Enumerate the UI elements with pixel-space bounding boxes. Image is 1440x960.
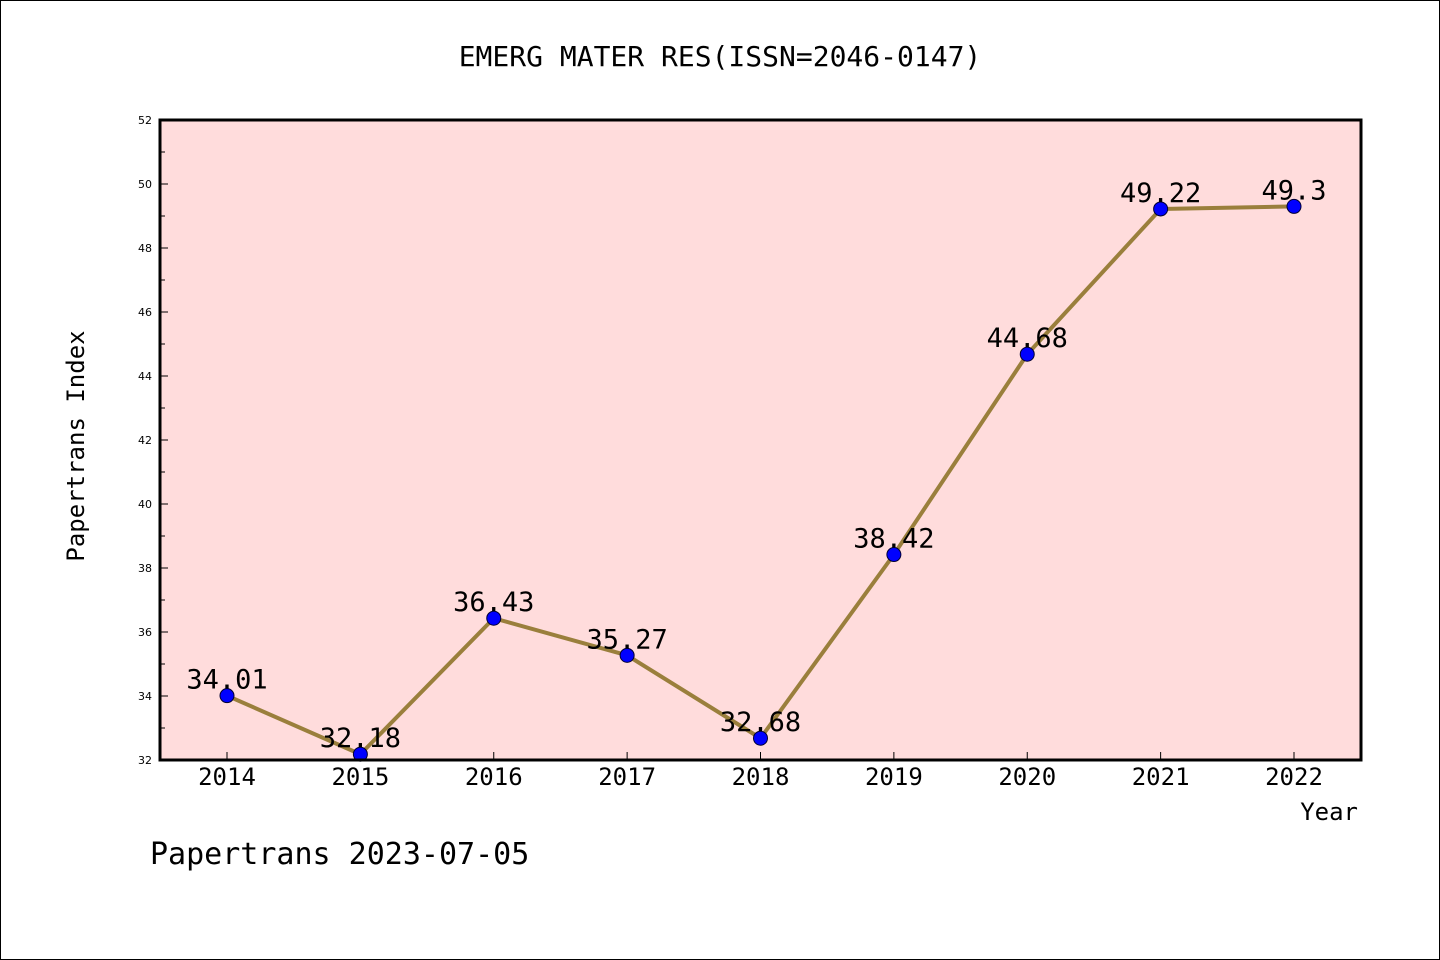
data-point [1019, 346, 1035, 362]
x-tick-label: 2019 [865, 763, 923, 791]
data-point [619, 647, 635, 663]
chart-title: EMERG MATER RES(ISSN=2046-0147) [459, 40, 982, 73]
x-tick-label: 2020 [998, 763, 1056, 791]
data-label: 32.18 [320, 723, 401, 754]
data-label: 49.3 [1261, 175, 1326, 206]
x-tick-label: 2018 [732, 763, 790, 791]
y-tick-label: 40 [138, 498, 152, 511]
y-tick-label: 52 [138, 114, 152, 127]
x-tick-label: 2014 [198, 763, 256, 791]
data-point [219, 688, 235, 704]
y-tick-label: 36 [138, 626, 152, 639]
x-tick-label: 2015 [331, 763, 389, 791]
data-point [753, 730, 768, 746]
data-point [1153, 201, 1169, 217]
data-label: 32.68 [720, 707, 801, 738]
y-tick-label: 46 [138, 306, 152, 319]
y-tick-label: 48 [138, 242, 152, 255]
plot-area [160, 120, 1361, 760]
y-tick-label: 50 [138, 178, 152, 191]
footer-note: Papertrans 2023-07-05 [150, 837, 529, 872]
data-labels: 34.01 32.18 36.43 35.27 32.68 38.42 44.68 49.22… [186, 175, 1326, 754]
data-label: 44.68 [987, 323, 1068, 354]
y-axis-label: Papertrans Index [62, 330, 90, 561]
y-tick-label: 32 [138, 754, 152, 767]
data-label: 38.42 [853, 524, 934, 555]
data-label: 34.01 [186, 665, 267, 696]
x-tick-label: 2017 [598, 763, 656, 791]
data-point [886, 547, 902, 563]
y-tick-label: 44 [138, 370, 152, 383]
data-points [219, 198, 1302, 762]
data-point [486, 610, 502, 626]
data-point [1286, 198, 1302, 214]
y-tick-label: 34 [138, 690, 152, 703]
y-tick-label: 42 [138, 434, 152, 447]
x-axis-label: Year [1300, 798, 1358, 826]
x-tick-label: 2016 [465, 763, 523, 791]
x-tick-label: 2022 [1265, 763, 1323, 791]
x-axis: 2014 2015 2016 2017 2018 2019 2020 2021 2022 [198, 752, 1323, 791]
x-tick-label: 2021 [1132, 763, 1190, 791]
data-label: 36.43 [453, 587, 534, 618]
data-label: 35.27 [586, 624, 667, 655]
data-label: 49.22 [1120, 178, 1201, 209]
y-tick-label: 38 [138, 562, 152, 575]
plot-border [158, 118, 1363, 762]
